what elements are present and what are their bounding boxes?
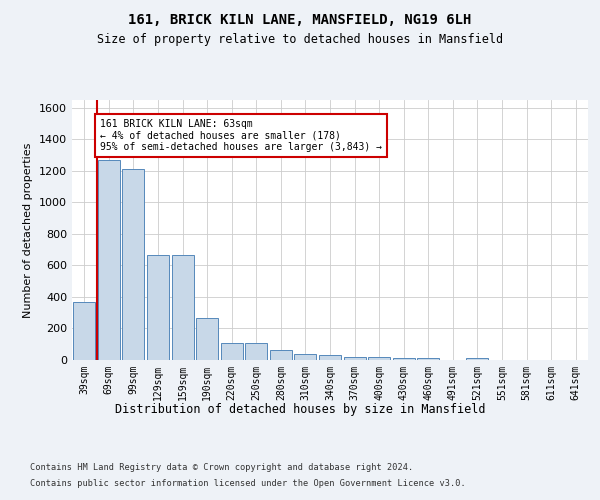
Bar (196, 318, 218, 360)
Bar (466, 358, 488, 360)
Bar (172, 255, 194, 360)
Bar (73, 302, 95, 360)
Bar (147, 255, 169, 360)
Bar (368, 357, 390, 360)
Bar (122, 168, 145, 360)
Text: Distribution of detached houses by size in Mansfield: Distribution of detached houses by size … (115, 402, 485, 415)
Bar (392, 358, 415, 360)
Bar (319, 356, 341, 360)
Bar (270, 350, 292, 360)
Bar (245, 342, 268, 360)
Bar (98, 160, 120, 360)
Y-axis label: Number of detached properties: Number of detached properties (23, 142, 34, 318)
Text: 161 BRICK KILN LANE: 63sqm
← 4% of detached houses are smaller (178)
95% of semi: 161 BRICK KILN LANE: 63sqm ← 4% of detac… (100, 119, 382, 152)
Bar (295, 354, 316, 360)
Text: 161, BRICK KILN LANE, MANSFIELD, NG19 6LH: 161, BRICK KILN LANE, MANSFIELD, NG19 6L… (128, 12, 472, 26)
Bar (221, 342, 243, 360)
Text: Contains public sector information licensed under the Open Government Licence v3: Contains public sector information licen… (30, 479, 466, 488)
Bar (344, 357, 365, 360)
Text: Contains HM Land Registry data © Crown copyright and database right 2024.: Contains HM Land Registry data © Crown c… (30, 462, 413, 471)
Text: Size of property relative to detached houses in Mansfield: Size of property relative to detached ho… (97, 32, 503, 46)
Bar (417, 358, 439, 360)
